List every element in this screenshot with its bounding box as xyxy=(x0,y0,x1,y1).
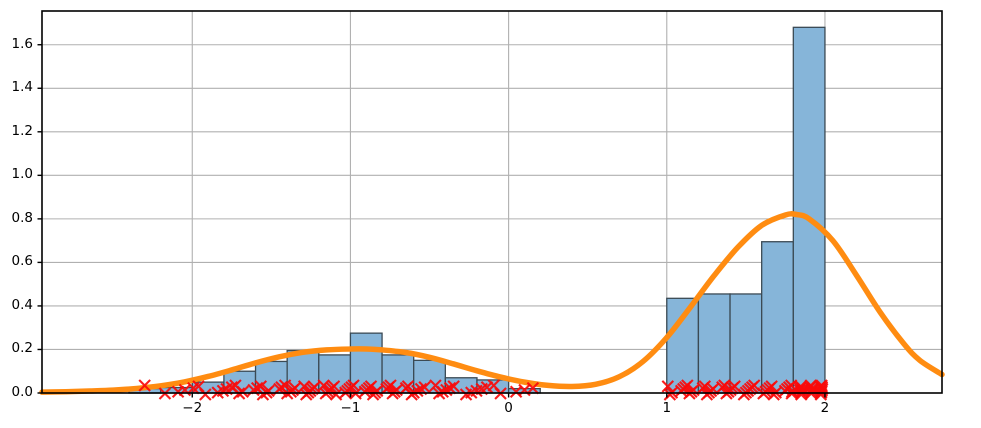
axis-spines xyxy=(41,10,943,394)
histogram-bars xyxy=(128,26,826,394)
y-tick-label: 1.4 xyxy=(11,79,33,96)
y-tick-label: 0.4 xyxy=(11,296,33,313)
x-tick-label: 2 xyxy=(820,400,830,416)
x-tick-label: −1 xyxy=(340,400,361,416)
x-tick-label: 1 xyxy=(662,400,672,416)
y-tick-label: 1.6 xyxy=(11,35,33,52)
y-tick-label: 0.6 xyxy=(11,253,33,270)
y-tick-label: 0.2 xyxy=(11,340,33,357)
axis-ticks xyxy=(37,44,826,398)
x-tick-label: −2 xyxy=(182,400,203,416)
y-tick-label: 1.0 xyxy=(11,166,33,183)
y-tick-label: 0.8 xyxy=(11,209,33,226)
y-tick-label: 1.2 xyxy=(11,122,33,139)
rug-markers xyxy=(138,379,829,401)
kde-curve xyxy=(39,211,945,395)
x-tick-label: 0 xyxy=(504,400,513,416)
y-tick-label: 0.0 xyxy=(11,384,33,400)
